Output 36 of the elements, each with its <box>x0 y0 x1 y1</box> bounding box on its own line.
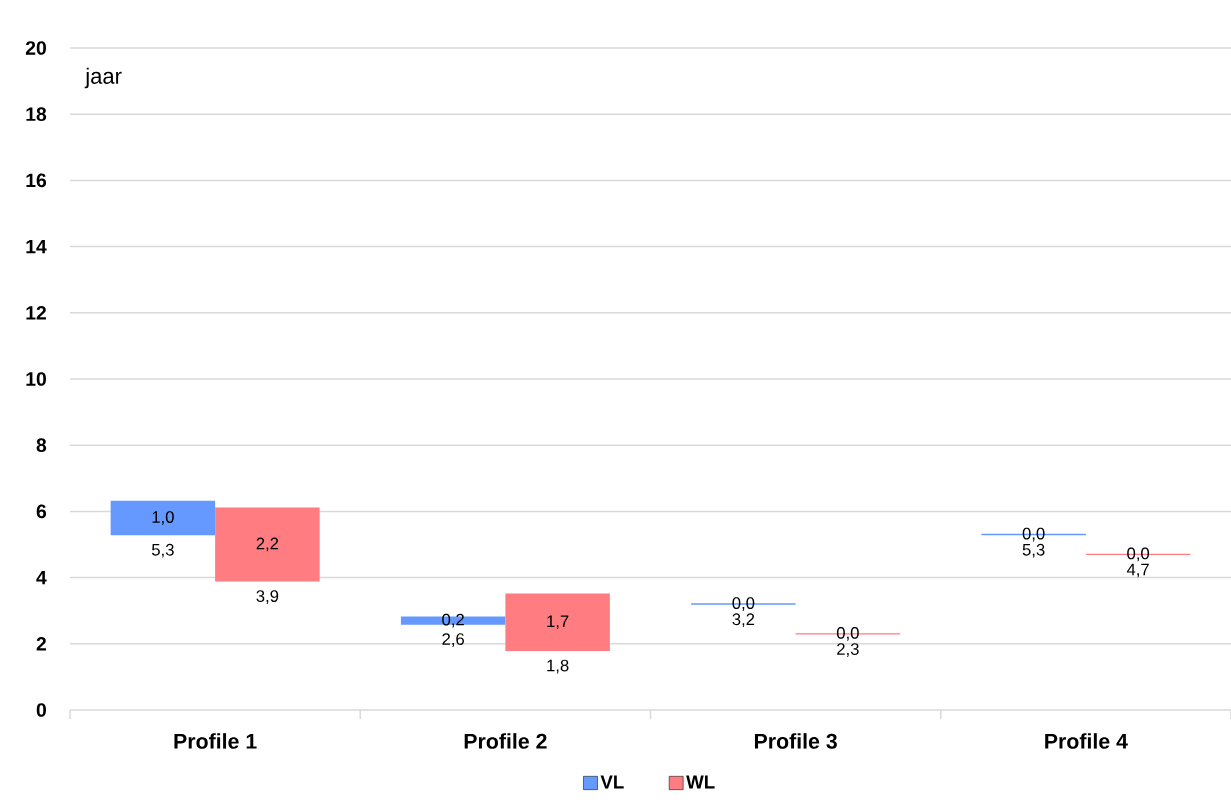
data-label: 1,7 <box>547 615 569 630</box>
y-tick-label: 14 <box>26 239 47 254</box>
y-tick-label: 0 <box>36 703 46 717</box>
data-label: 0,0 <box>732 597 755 611</box>
y-tick-label: 6 <box>36 504 47 519</box>
data-label: 0,0 <box>836 626 859 641</box>
legend-label: VL <box>600 775 624 789</box>
y-tick-label: 4 <box>36 570 47 585</box>
x-tick-label: Profile 4 <box>1045 733 1128 749</box>
annotation: 5,3 <box>1022 543 1045 558</box>
y-tick-label: 18 <box>26 107 47 122</box>
y-tick-label: 12 <box>26 306 46 320</box>
y-tick-label: 20 <box>25 41 46 55</box>
x-tick-label: Profile 1 <box>174 733 257 749</box>
data-label: 1,0 <box>152 511 174 525</box>
y-tick-label: 8 <box>36 438 47 453</box>
bar <box>215 507 320 582</box>
y-tick-label: 2 <box>36 637 46 651</box>
legend-label: WL <box>686 775 715 789</box>
y-tick-label: 16 <box>26 173 47 188</box>
annotation: 5,3 <box>151 543 174 558</box>
x-tick-label: Profile 2 <box>464 733 547 749</box>
x-tick-label: Profile 3 <box>754 733 837 749</box>
data-label: 0,0 <box>1127 547 1150 562</box>
annotation: 3,9 <box>256 590 279 604</box>
annotation: 2,3 <box>837 643 859 657</box>
annotation: 1,8 <box>547 659 569 674</box>
annotation: 4,7 <box>1126 563 1149 578</box>
data-label: 0,2 <box>442 613 464 628</box>
annotation: 2,6 <box>442 633 464 647</box>
annotation: 3,2 <box>732 613 755 628</box>
y-tick-label: 10 <box>26 372 46 386</box>
data-label: 2,2 <box>256 537 279 552</box>
bar <box>110 500 216 536</box>
y-axis-title: jaar <box>84 67 122 89</box>
bar <box>505 593 610 652</box>
